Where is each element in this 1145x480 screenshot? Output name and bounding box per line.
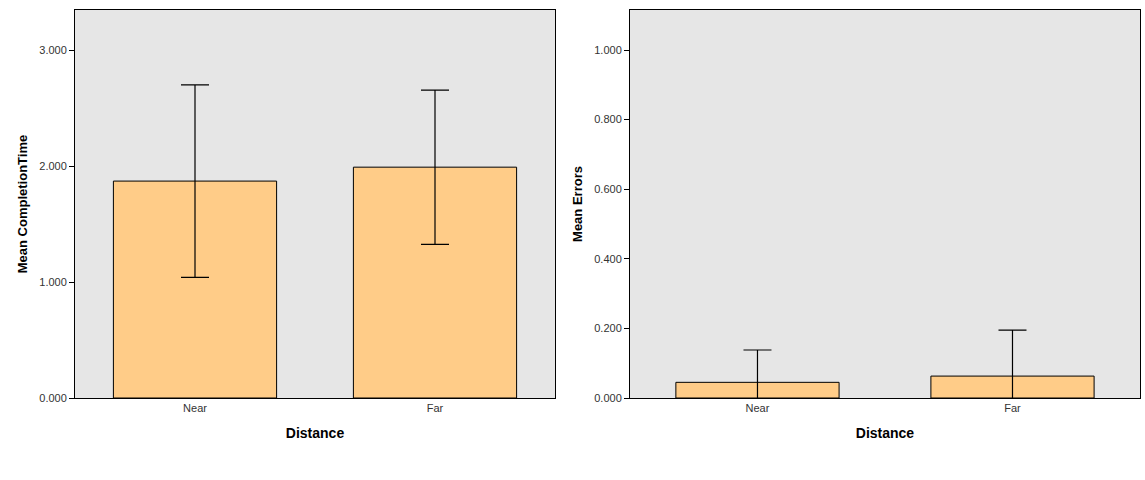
svg-text:Far: Far [427,402,444,414]
svg-text:0.000: 0.000 [594,392,622,404]
svg-text:3.000: 3.000 [39,44,67,56]
svg-text:Far: Far [1004,402,1021,414]
svg-text:0.200: 0.200 [594,322,622,334]
svg-text:Near: Near [746,402,770,414]
svg-text:0.800: 0.800 [594,113,622,125]
svg-text:Mean Errors: Mean Errors [570,166,585,242]
svg-text:Distance: Distance [286,425,345,441]
svg-text:0.000: 0.000 [39,392,67,404]
svg-text:Mean CompletionTime: Mean CompletionTime [15,135,30,273]
svg-text:Near: Near [183,402,207,414]
svg-text:0.400: 0.400 [594,253,622,265]
svg-text:0.600: 0.600 [594,183,622,195]
svg-text:1.000: 1.000 [594,44,622,56]
svg-text:Distance: Distance [856,425,915,441]
svg-text:1.000: 1.000 [39,276,67,288]
svg-text:2.000: 2.000 [39,160,67,172]
